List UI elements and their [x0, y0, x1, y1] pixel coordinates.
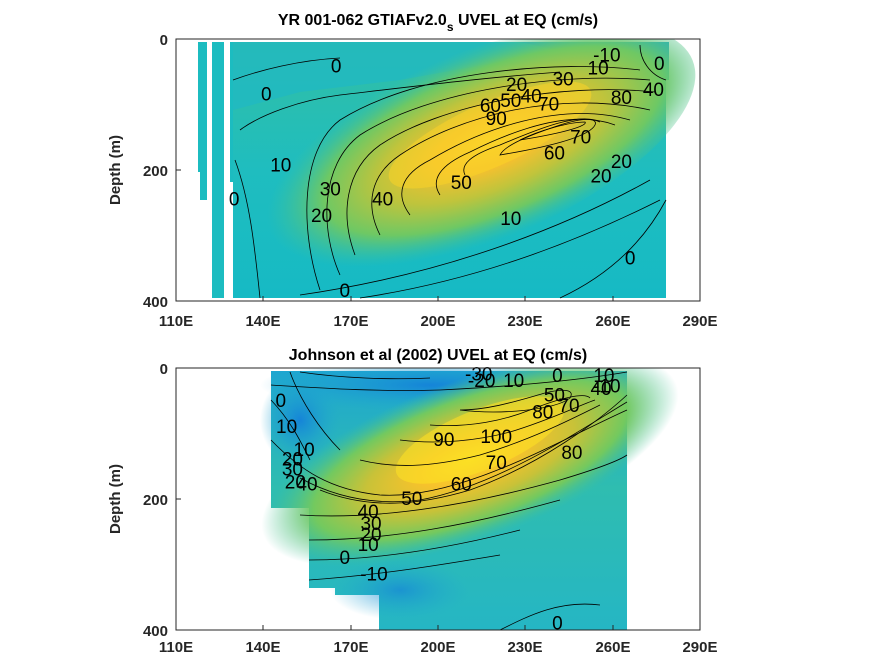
x-tick: 230E — [507, 313, 542, 330]
contour-label: 90 — [486, 109, 507, 130]
contour-label: 20 — [360, 525, 381, 546]
x-tick: 200E — [420, 639, 455, 656]
contour-label: 40 — [358, 502, 379, 523]
panel-model: YR 001-062 GTIAFv2.0s UVEL at EQ (cm/s) — [107, 12, 718, 330]
y-tick: 400 — [143, 623, 168, 640]
contour-label: 60 — [451, 475, 472, 496]
contour-label: -10 — [593, 45, 620, 66]
x-tick: 110E — [159, 313, 193, 330]
y-axis-label-model: Depth (m) — [107, 135, 124, 205]
contour-label: 40 — [372, 189, 393, 210]
contour-label: 0 — [552, 366, 563, 387]
contour-label: 10 — [294, 440, 315, 461]
contour-label: 10 — [276, 417, 297, 438]
contour-label: 80 — [532, 403, 553, 424]
contour-label: 60 — [480, 96, 501, 117]
contour-label: -20 — [468, 371, 495, 392]
contour-label: -30 — [465, 365, 492, 386]
contour-label: 10 — [503, 371, 524, 392]
contour-label: 0 — [625, 248, 636, 269]
contour-label: 10 — [270, 155, 291, 176]
x-tick: 260E — [595, 639, 630, 656]
x-tick: 110E — [159, 639, 193, 656]
contour-label: 0 — [276, 391, 287, 412]
heatmap-field-observations — [260, 368, 679, 630]
title-model: YR 001-062 GTIAFv2.0s UVEL at EQ (cm/s) — [278, 12, 598, 34]
y-tick: 0 — [160, 32, 168, 49]
contour-label: 50 — [544, 386, 565, 407]
contour-label: -10 — [360, 564, 387, 585]
y-axis-label-observations: Depth (m) — [107, 464, 124, 534]
contour-label: 50 — [500, 91, 521, 112]
contour-label: 20 — [285, 473, 306, 494]
y-axis-ticks-model: 0 200 400 — [143, 32, 168, 311]
contour-label: 10 — [588, 58, 609, 79]
contour-label: 20 — [611, 152, 632, 173]
x-tick: 230E — [507, 639, 542, 656]
y-tick: 0 — [160, 361, 168, 378]
contour-label: 70 — [486, 453, 507, 474]
contour-label: 40 — [643, 80, 664, 101]
contour-label: 0 — [654, 54, 665, 75]
x-tick: 200E — [420, 313, 455, 330]
x-axis-ticks-model: 110E 140E 170E 200E 230E 260E 290E — [159, 313, 718, 330]
y-tick: 200 — [143, 163, 168, 180]
contour-label: 50 — [401, 489, 422, 510]
x-tick: 290E — [682, 313, 717, 330]
contour-label: 20 — [590, 167, 611, 188]
contour-label: 80 — [611, 88, 632, 109]
contour-label: 20 — [311, 206, 332, 227]
heatmap-field-model — [197, 39, 696, 299]
contour-label: 40 — [521, 87, 542, 108]
contour-label: 30 — [553, 70, 574, 91]
contour-label: 20 — [282, 450, 303, 471]
contour-label: 0 — [340, 548, 351, 569]
contour-label: 30 — [360, 514, 381, 535]
contour-label: 90 — [433, 430, 454, 451]
contour-label: 0 — [229, 189, 240, 210]
contour-label: 10 — [358, 535, 379, 556]
contour-label: -10 — [593, 376, 620, 397]
contour-label: 30 — [282, 460, 303, 481]
contour-label: 0 — [331, 57, 342, 78]
contour-label: 40 — [590, 379, 611, 400]
contour-label: 0 — [340, 281, 351, 302]
contour-label: 10 — [593, 366, 614, 387]
contour-label: 60 — [544, 144, 565, 165]
contour-label: 40 — [296, 475, 317, 496]
contour-label: 0 — [552, 613, 563, 634]
y-axis-ticks-observations: 0 200 400 — [143, 361, 168, 640]
x-tick: 140E — [245, 313, 280, 330]
x-tick: 260E — [595, 313, 630, 330]
svg-text:YR 001-062 GTIAFv2.0s UVEL at: YR 001-062 GTIAFv2.0s UVEL at EQ (cm/s) — [278, 12, 598, 34]
contour-label: 70 — [558, 396, 579, 417]
panel-observations: Johnson et al (2002) UVEL at EQ (cm/s) — [107, 347, 718, 656]
contour-label: 70 — [538, 95, 559, 116]
contour-label: 30 — [320, 180, 341, 201]
title-observations: Johnson et al (2002) UVEL at EQ (cm/s) — [289, 347, 587, 364]
contour-label: 10 — [500, 209, 521, 230]
contour-label: 50 — [451, 173, 472, 194]
x-axis-ticks-observations: 110E 140E 170E 200E 230E 260E 290E — [159, 639, 718, 656]
contour-label: 80 — [561, 443, 582, 464]
contour-label: 20 — [506, 75, 527, 96]
contour-label: 100 — [480, 427, 512, 448]
x-tick: 170E — [333, 639, 368, 656]
contour-label: 0 — [261, 85, 272, 106]
y-tick: 400 — [143, 294, 168, 311]
x-tick: 170E — [333, 313, 368, 330]
contour-label: 70 — [570, 127, 591, 148]
x-tick: 290E — [682, 639, 717, 656]
y-tick: 200 — [143, 492, 168, 509]
x-tick: 140E — [245, 639, 280, 656]
